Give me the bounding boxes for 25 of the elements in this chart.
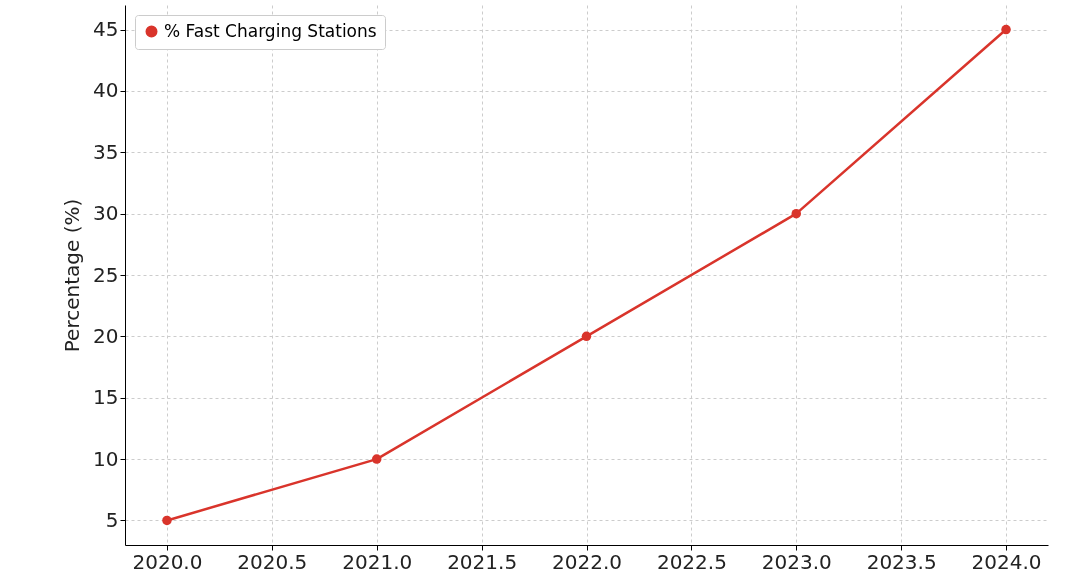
x-tick-label: 2021.5 <box>447 549 518 574</box>
point <box>371 454 382 464</box>
y-tick-label: 40 <box>93 78 119 103</box>
point <box>791 208 802 219</box>
x-tick-label: 2020.5 <box>237 549 308 574</box>
y-tick-label: 25 <box>93 262 119 287</box>
legend-label: % Fast Charging Stations <box>164 20 377 41</box>
y-tick-label: 15 <box>93 385 119 410</box>
point <box>162 515 172 526</box>
x-tick-label: 2022.5 <box>656 549 727 574</box>
x-tick-label: 2022.0 <box>552 549 622 574</box>
y-tick-label: 5 <box>105 507 119 532</box>
y-axis-title: Percentage (%) <box>60 198 85 353</box>
y-tick-label: 20 <box>93 323 119 348</box>
x-tick-label: 2020.0 <box>132 549 203 574</box>
y-tick-label: 10 <box>93 446 119 471</box>
x-tick-label: 2023.0 <box>761 549 832 574</box>
point <box>1001 24 1011 35</box>
y-tick-label: 35 <box>93 139 119 164</box>
y-tick-label: 30 <box>93 201 119 226</box>
point <box>581 331 592 342</box>
x-tick-label: 2021.0 <box>342 549 413 574</box>
x-tick-label: 2023.5 <box>866 549 937 574</box>
x-tick-label: 2024.0 <box>971 549 1042 574</box>
y-tick-label: 45 <box>93 17 119 42</box>
